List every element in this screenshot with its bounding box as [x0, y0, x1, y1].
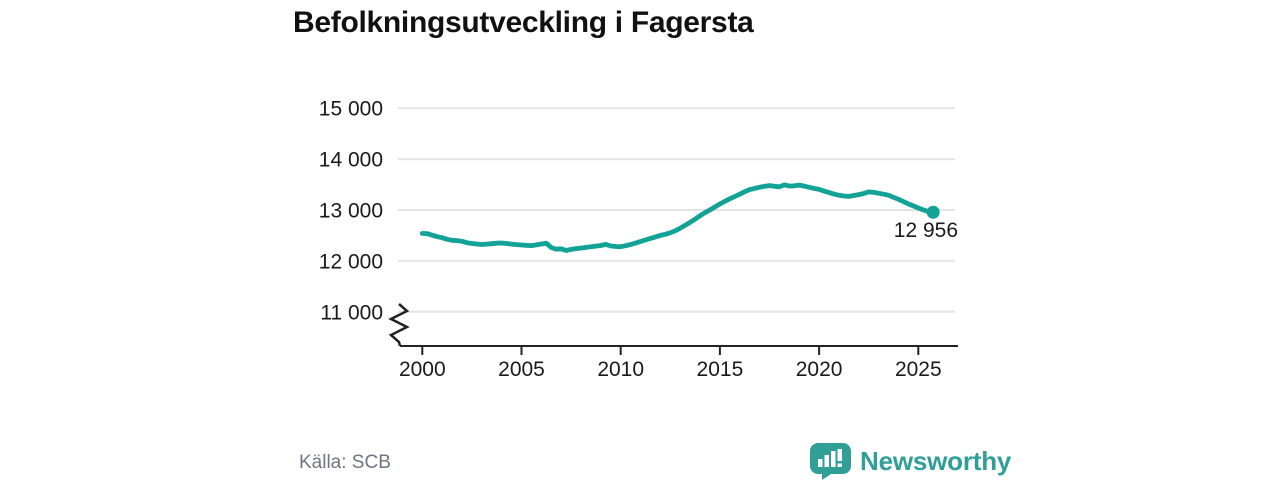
- x-tick-label: 2020: [796, 358, 843, 381]
- x-tick-label: 2005: [498, 358, 545, 381]
- x-tick-label: 2010: [597, 358, 644, 381]
- y-tick-label: 15 000: [319, 98, 383, 121]
- y-tick-label: 12 000: [319, 250, 383, 273]
- last-value-annotation: 12 956: [894, 219, 958, 242]
- population-line: [419, 182, 936, 253]
- page-title: Befolkningsutveckling i Fagersta: [293, 6, 754, 39]
- y-tick-label: 11 000: [320, 301, 383, 324]
- speech-bubble-bar-chart-icon: [810, 443, 851, 480]
- newsworthy-wordmark: Newsworthy: [860, 446, 1012, 476]
- y-tick-label: 14 000: [319, 149, 383, 172]
- source-attribution: Källa: SCB: [299, 452, 391, 473]
- newsworthy-brand-link[interactable]: Newsworthy: [810, 443, 1011, 480]
- x-tick-label: 2015: [697, 358, 744, 381]
- gridlines: [398, 107, 955, 313]
- x-tick-label: 2000: [399, 358, 446, 381]
- axes: 15 000 14 000 13 000 12 000 11 000 2000 2005 20…: [319, 98, 958, 381]
- axis-break-icon: [388, 303, 410, 347]
- y-tick-label: 13 000: [319, 200, 383, 223]
- last-value-dot: [926, 205, 940, 219]
- data-series: [419, 182, 940, 253]
- x-tick-label: 2025: [895, 358, 942, 381]
